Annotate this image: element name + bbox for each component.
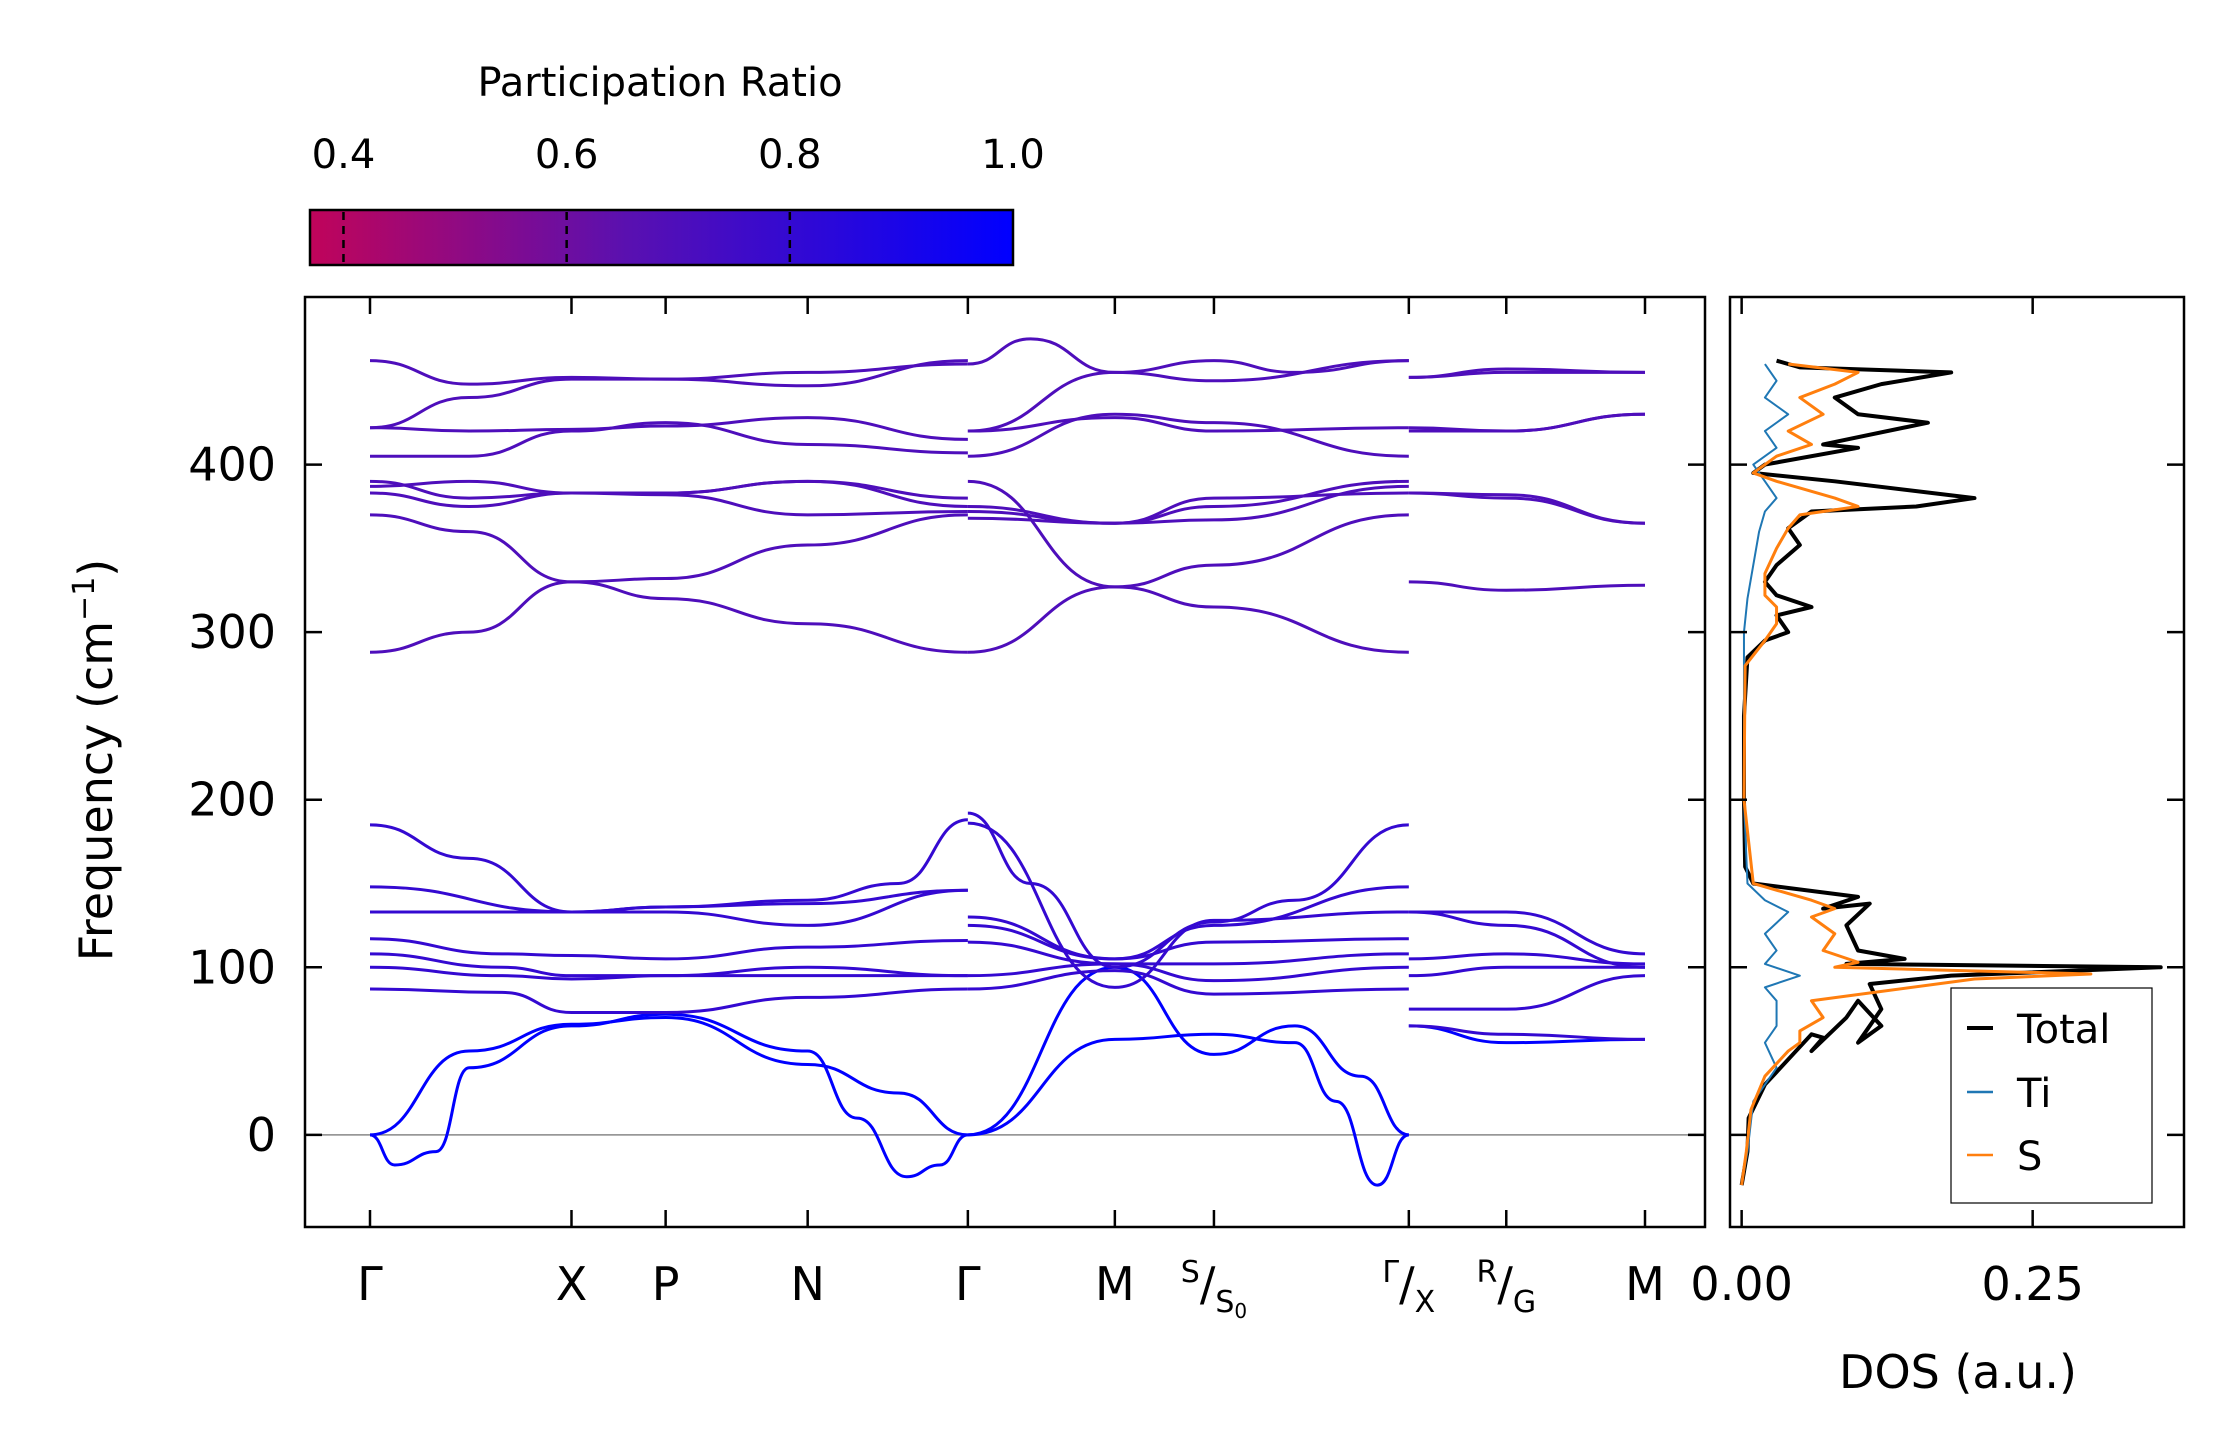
x-tick-label: Γ/X <box>1382 1255 1435 1320</box>
colorbar: Participation Ratio 0.4 0.6 0.8 1.0 <box>308 60 1045 267</box>
x-tick-label: X <box>556 1257 588 1311</box>
band-line <box>369 952 968 978</box>
band-line <box>369 1012 969 1179</box>
band-y-ticks: 0 100 200 300 400 <box>188 438 1705 1162</box>
colorbar-gradient <box>308 208 1015 267</box>
band-line <box>1408 952 1646 966</box>
x-tick-label: N <box>790 1257 824 1311</box>
legend: Total Ti S <box>1950 987 2153 1204</box>
colorbar-tick-label: 1.0 <box>981 132 1045 178</box>
band-line <box>369 580 968 654</box>
y-axis-label: Frequency (cm−1) <box>67 559 123 962</box>
dos-ticks: 0.00 0.25 <box>1690 297 2184 1311</box>
band-line <box>967 479 1409 525</box>
y-axis-label-main: Frequency (cm <box>69 621 123 961</box>
band-line <box>369 965 968 981</box>
band-line <box>369 359 968 388</box>
band-axes-frame <box>303 295 1707 1229</box>
dos-x-tick-label: 0.25 <box>1981 1257 2083 1311</box>
colorbar-tick-label: 0.6 <box>535 132 599 178</box>
band-line <box>1408 491 1646 525</box>
band-line <box>967 811 1409 969</box>
x-tick-label: R/G <box>1476 1255 1536 1320</box>
band-line <box>1408 412 1646 433</box>
legend-label-s: S <box>2017 1134 2042 1180</box>
band-line <box>967 585 1409 654</box>
dos-axes-frame <box>1728 295 2186 1229</box>
band-line <box>967 821 1409 989</box>
band-line <box>369 987 968 1015</box>
x-tick-label: P <box>652 1257 680 1311</box>
legend-label-total: Total <box>2016 1007 2110 1053</box>
y-tick-label: 200 <box>188 773 276 827</box>
y-tick-label: 0 <box>247 1108 276 1162</box>
band-line <box>1408 370 1645 379</box>
dos-panel: 0.00 0.25 DOS (a.u.) Total Ti S <box>1690 295 2186 1399</box>
band-line <box>369 1016 968 1137</box>
band-line <box>1408 910 1646 969</box>
y-axis-label-close: ) <box>69 559 123 577</box>
y-axis-label-sup: −1 <box>67 577 102 621</box>
band-line <box>369 491 968 517</box>
band-line <box>967 962 1409 983</box>
colorbar-tick-labels: 0.4 0.6 0.8 1.0 <box>312 132 1045 178</box>
legend-frame <box>1950 987 2153 1204</box>
band-line <box>369 513 968 584</box>
band-line <box>967 965 1410 1137</box>
y-tick-label: 300 <box>188 605 276 659</box>
legend-label-ti: Ti <box>2016 1071 2051 1117</box>
band-lines <box>369 337 1646 1187</box>
band-panel: Γ X P N Γ M S/S0 Γ/X R/G M 0 100 200 300 400 Frequenc… <box>67 295 1707 1323</box>
band-line <box>967 940 1409 966</box>
y-tick-label: 100 <box>188 940 276 994</box>
dos-lines <box>1739 358 2163 1186</box>
colorbar-tick-label: 0.4 <box>312 132 376 178</box>
colorbar-title: Participation Ratio <box>477 60 842 106</box>
y-tick-label: 400 <box>188 438 276 492</box>
x-tick-label: M <box>1095 1257 1135 1311</box>
band-line <box>967 412 1409 458</box>
colorbar-tick-label: 0.8 <box>758 132 822 178</box>
band-line <box>967 1032 1410 1187</box>
band-line <box>369 937 968 961</box>
x-tick-label: Γ <box>955 1257 981 1311</box>
band-line <box>1408 1024 1646 1041</box>
dos-line-ti <box>1740 363 1801 1186</box>
band-line <box>369 416 968 441</box>
band-x-ticks: Γ X P N Γ M S/S0 Γ/X R/G M <box>357 297 1665 1323</box>
band-line <box>967 337 1409 383</box>
band-line <box>369 818 968 914</box>
x-tick-label: Γ <box>357 1257 383 1311</box>
band-line <box>369 479 968 500</box>
band-line <box>1408 580 1646 592</box>
x-tick-label: S/S0 <box>1181 1255 1247 1323</box>
dos-line-s <box>1740 362 2093 1186</box>
band-line <box>967 479 1409 589</box>
dos-x-tick-label: 0.00 <box>1690 1257 1792 1311</box>
band-line <box>1408 1024 1646 1045</box>
band-line <box>967 359 1409 433</box>
x-tick-label: M <box>1625 1257 1665 1311</box>
band-line <box>1408 974 1646 1011</box>
band-line <box>967 885 1409 961</box>
band-line <box>369 885 968 927</box>
band-line <box>967 484 1409 525</box>
band-line <box>370 888 968 914</box>
band-line <box>967 491 1409 525</box>
band-line <box>967 969 1409 996</box>
band-line <box>370 421 968 458</box>
band-line <box>967 416 1409 433</box>
band-line <box>1408 965 1645 978</box>
colorbar-ticks <box>342 212 792 263</box>
band-line <box>1408 910 1646 956</box>
band-line <box>369 362 968 430</box>
dos-x-axis-label: DOS (a.u.) <box>1839 1345 2077 1399</box>
